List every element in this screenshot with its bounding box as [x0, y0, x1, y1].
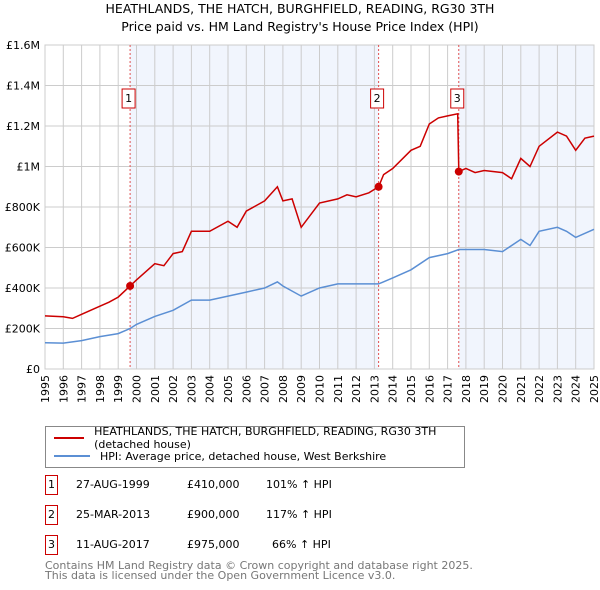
sale-date: 25-MAR-2013: [76, 508, 151, 521]
sale-point: [454, 167, 463, 176]
x-tick-label: 2011: [332, 375, 345, 403]
x-tick-label: 2022: [533, 375, 546, 403]
sale-badge-box: [450, 88, 465, 109]
footer: Contains HM Land Registry data © Crown c…: [45, 559, 473, 582]
x-tick-label: 2007: [259, 375, 272, 403]
x-tick-label: 2009: [295, 375, 308, 403]
sale-badge: 1: [45, 475, 58, 495]
x-tick-label: 2013: [368, 375, 381, 403]
sale-date: 11-AUG-2017: [76, 538, 150, 551]
sale-badge: 2: [45, 505, 58, 525]
y-tick-label: £1M: [17, 161, 41, 174]
sale-hpi: 66% ↑ HPI: [272, 538, 331, 551]
x-tick-label: 1999: [112, 375, 125, 403]
legend-swatch-blue: [54, 455, 90, 457]
sale-hpi: 101% ↑ HPI: [266, 478, 332, 491]
sale-price: £900,000: [187, 508, 240, 521]
x-tick-label: 1995: [39, 375, 52, 403]
x-tick-label: 2023: [551, 375, 564, 403]
y-tick-label: £600K: [5, 242, 41, 255]
plot-border: [44, 44, 595, 370]
x-tick-label: 2018: [460, 375, 473, 403]
x-tick-label: 1996: [57, 375, 70, 403]
x-tick-label: 2019: [478, 375, 491, 403]
sale-point: [126, 281, 135, 290]
x-tick-label: 2015: [405, 375, 418, 403]
x-tick-label: 2020: [497, 375, 510, 403]
hpi-line: [44, 226, 595, 344]
x-tick-label: 2021: [515, 375, 528, 403]
sale-badge-box: [121, 88, 136, 109]
x-tick-label: 2002: [167, 375, 180, 403]
sale-badge-box: [370, 88, 385, 109]
chart-subtitle: Price paid vs. HM Land Registry's House …: [121, 19, 479, 34]
x-tick-label: 2017: [442, 375, 455, 403]
legend-label: HPI: Average price, detached house, West…: [100, 449, 387, 463]
sale-hpi: 117% ↑ HPI: [266, 508, 332, 521]
sale-point: [374, 182, 383, 191]
sale-badge-label: 3: [454, 92, 461, 105]
y-tick-label: £1.4M: [6, 80, 40, 93]
sale-badge-label: 2: [374, 92, 381, 105]
x-tick-label: 1998: [94, 375, 107, 403]
chart-title: HEATHLANDS, THE HATCH, BURGHFIELD, READI…: [105, 1, 495, 16]
legend-swatch-red: [54, 437, 85, 439]
x-tick-label: 2003: [185, 375, 198, 403]
x-tick-label: 2014: [387, 375, 400, 403]
y-tick-label: £200K: [5, 323, 41, 336]
x-tick-label: 2008: [277, 375, 290, 403]
sale-price: £410,000: [187, 478, 240, 491]
y-tick-label: £1.2M: [6, 120, 40, 133]
sale-date: 27-AUG-1999: [76, 478, 150, 491]
plot-area: 1995 1996 1997 1998 1999 2000 2001 2002 2003 2004…: [5, 39, 600, 403]
x-tick-label: 2010: [314, 375, 327, 403]
legend: HEATHLANDS, THE HATCH, BURGHFIELD, READI…: [45, 425, 465, 468]
footer-line: This data is licensed under the Open Gov…: [45, 569, 396, 582]
legend-item-property: HEATHLANDS, THE HATCH, BURGHFIELD, READI…: [54, 425, 464, 451]
x-tick-label: 2025: [588, 375, 600, 403]
x-tick-label: 2006: [240, 375, 253, 403]
x-tick-label: 2005: [222, 375, 235, 403]
x-tick-label: 2016: [423, 375, 436, 403]
property-price-line: [44, 112, 595, 320]
x-tick-label: 2004: [204, 375, 217, 403]
sale-row: 3 11-AUG-2017 £975,000 66% ↑ HPI: [45, 535, 445, 555]
x-tick-label: 1997: [76, 375, 89, 403]
sale-price: £975,000: [187, 538, 240, 551]
y-tick-label: £400K: [5, 282, 41, 295]
legend-label: HEATHLANDS, THE HATCH, BURGHFIELD, READI…: [94, 425, 437, 451]
x-tick-label: 2024: [570, 375, 583, 403]
sale-row: 1 27-AUG-1999 £410,000 101% ↑ HPI: [45, 475, 445, 495]
y-tick-label: £800K: [5, 201, 41, 214]
x-tick-label: 2012: [350, 375, 363, 403]
sale-row: 2 25-MAR-2013 £900,000 117% ↑ HPI: [45, 505, 445, 525]
x-tick-label: 2001: [149, 375, 162, 403]
x-tick-label: 2000: [131, 375, 144, 403]
legend-item-hpi: HPI: Average price, detached house, West…: [54, 448, 386, 464]
footer-line: Contains HM Land Registry data © Crown c…: [45, 559, 473, 572]
sale-badge-label: 1: [125, 92, 132, 105]
sale-badge: 3: [45, 535, 58, 555]
y-tick-label: £0: [26, 363, 40, 376]
y-tick-label: £1.6M: [6, 39, 40, 52]
